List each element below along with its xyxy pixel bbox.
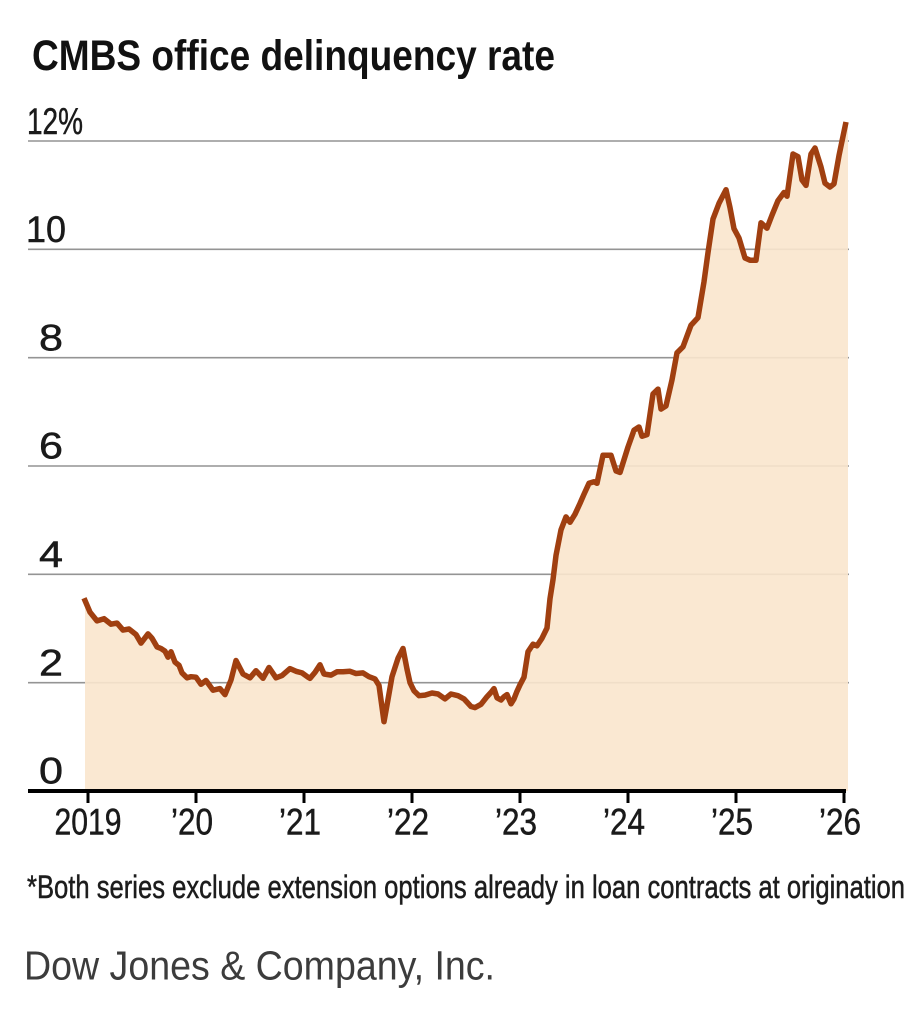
svg-text:10: 10 bbox=[26, 209, 66, 250]
svg-text:*Both series exclude extension: *Both series exclude extension options a… bbox=[27, 869, 905, 905]
svg-text:8: 8 bbox=[39, 317, 63, 358]
svg-text:’26: ’26 bbox=[819, 802, 861, 843]
svg-text:2019: 2019 bbox=[55, 802, 122, 843]
svg-text:4: 4 bbox=[39, 534, 63, 575]
svg-text:’21: ’21 bbox=[279, 802, 321, 843]
svg-text:6: 6 bbox=[39, 426, 63, 467]
svg-text:12%: 12% bbox=[27, 101, 83, 142]
svg-text:’25: ’25 bbox=[711, 802, 753, 843]
svg-text:Dow Jones & Company, Inc.: Dow Jones & Company, Inc. bbox=[24, 943, 495, 989]
svg-text:’22: ’22 bbox=[387, 802, 429, 843]
svg-text:CMBS office delinquency rate: CMBS office delinquency rate bbox=[32, 32, 555, 80]
svg-text:’24: ’24 bbox=[603, 802, 645, 843]
svg-text:’20: ’20 bbox=[171, 802, 213, 843]
svg-text:2: 2 bbox=[39, 642, 63, 683]
svg-text:0: 0 bbox=[39, 751, 63, 792]
svg-text:’23: ’23 bbox=[495, 802, 537, 843]
